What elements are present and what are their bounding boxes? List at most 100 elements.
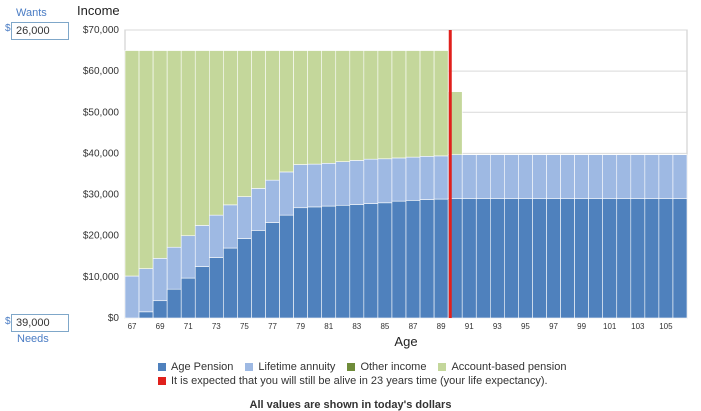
x-tick-label: 95: [521, 322, 530, 331]
bar-segment: [461, 154, 477, 199]
bar-segment: [588, 198, 604, 319]
income-chart: $0 $10,000 $20,000 $30,000 $40,000 $50,000 $60…: [77, 3, 688, 349]
bar-segment: [419, 199, 435, 319]
bar-segment: [560, 198, 575, 319]
legend-item: Account-based pension: [438, 361, 566, 373]
wants-label: Wants: [16, 7, 47, 19]
bar-segment: [251, 50, 266, 189]
chart-bars: [124, 50, 688, 319]
bar-segment: [152, 300, 168, 319]
bar-segment: [574, 198, 589, 319]
bar-segment: [166, 246, 182, 290]
bar-segment: [335, 204, 351, 319]
bar-segment: [335, 161, 351, 206]
bar-segment: [349, 50, 365, 161]
x-tick-label: 71: [184, 322, 193, 331]
bar-segment: [391, 157, 407, 202]
bar-segment: [419, 156, 435, 200]
bar-segment: [223, 247, 238, 319]
bar-segment: [279, 171, 294, 216]
life-expectancy-label: It is expected that you will still be al…: [171, 375, 548, 387]
bar-segment: [377, 202, 393, 319]
x-tick-label: 91: [465, 322, 474, 331]
bar-segment: [363, 203, 379, 319]
bar-segment: [307, 206, 322, 319]
bar-segment: [616, 154, 632, 199]
x-tick-label: 105: [659, 322, 673, 331]
bar-segment: [504, 198, 519, 319]
bar-segment: [349, 204, 365, 319]
legend-label: Other income: [360, 361, 427, 373]
legend-swatch: [438, 363, 447, 371]
legend-item: Lifetime annuity: [245, 361, 335, 373]
x-tick-label: 73: [212, 322, 221, 331]
y-tick-label: $40,000: [83, 148, 120, 159]
bar-segment: [194, 225, 210, 267]
legend-swatch: [245, 363, 254, 371]
y-tick-label: $0: [108, 313, 120, 324]
bar-segment: [209, 50, 224, 216]
x-tick-label: 93: [493, 322, 502, 331]
bar-segment: [152, 50, 168, 259]
needs-input[interactable]: [11, 314, 69, 332]
bar-segment: [377, 50, 393, 160]
bar-segment: [265, 50, 280, 181]
bar-segment: [363, 50, 379, 160]
bar-segment: [223, 204, 238, 249]
bar-segment: [124, 50, 140, 277]
legend-item: Other income: [347, 361, 426, 373]
wants-input[interactable]: [11, 22, 69, 40]
y-tick-label: $20,000: [83, 231, 120, 242]
bar-segment: [644, 198, 660, 319]
x-tick-label: 101: [603, 322, 617, 331]
bar-segment: [335, 50, 351, 162]
bar-segment: [152, 258, 168, 302]
bar-segment: [237, 50, 252, 197]
x-tick-label: 97: [549, 322, 558, 331]
bar-segment: [391, 50, 407, 159]
bar-segment: [405, 50, 421, 158]
bar-segment: [180, 235, 196, 279]
legend-swatch: [347, 363, 356, 371]
needs-label: Needs: [17, 333, 49, 345]
bar-segment: [363, 158, 379, 204]
bar-segment: [560, 154, 575, 199]
bar-segment: [237, 196, 252, 239]
chart-title: Income: [77, 3, 120, 18]
y-tick-label: $10,000: [83, 272, 120, 283]
x-tick-label: 87: [409, 322, 418, 331]
y-tick-label: $60,000: [83, 66, 120, 77]
x-tick-label: 89: [437, 322, 446, 331]
bar-segment: [672, 154, 688, 199]
bar-segment: [209, 214, 224, 258]
legend-swatch: [158, 363, 166, 371]
bar-segment: [180, 277, 196, 319]
y-tick-label: $50,000: [83, 107, 120, 118]
bar-segment: [293, 207, 308, 319]
bar-segment: [489, 198, 505, 319]
chart-labels: $0 $10,000 $20,000 $30,000 $40,000 $50,000 $60…: [77, 3, 673, 349]
bar-segment: [307, 50, 322, 165]
bar-segment: [293, 164, 308, 209]
x-tick-label: 75: [240, 322, 249, 331]
bar-segment: [166, 288, 182, 319]
bar-segment: [209, 257, 224, 319]
bar-segment: [251, 230, 266, 319]
y-tick-label: $70,000: [83, 25, 120, 36]
x-tick-label: 67: [128, 322, 137, 331]
bar-segment: [377, 158, 393, 204]
bar-segment: [489, 154, 505, 199]
bar-segment: [223, 50, 238, 206]
bar-segment: [265, 222, 280, 319]
bar-segment: [138, 311, 154, 319]
bar-segment: [433, 198, 449, 319]
bar-segment: [475, 198, 491, 319]
bar-segment: [405, 156, 421, 201]
bar-segment: [504, 154, 519, 199]
x-tick-label: 81: [324, 322, 333, 331]
wants-currency-symbol: $: [5, 23, 11, 34]
life-expectancy-swatch: [158, 377, 166, 385]
bar-segment: [658, 198, 674, 319]
x-tick-label: 69: [156, 322, 165, 331]
bar-segment: [138, 50, 154, 269]
